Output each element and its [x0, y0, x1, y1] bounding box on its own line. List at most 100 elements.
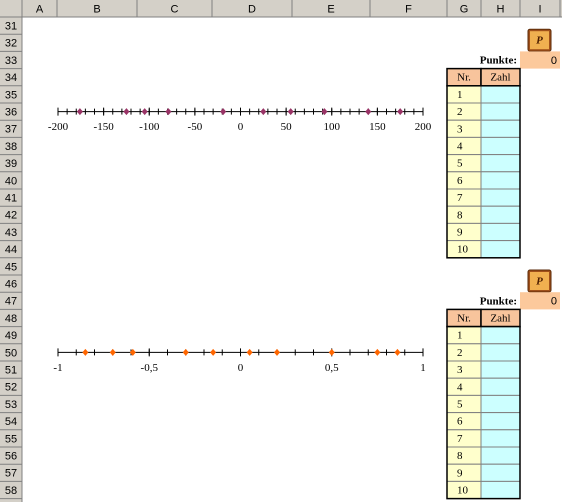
row-header: 33 [5, 55, 17, 67]
tick-label: 50 [281, 121, 293, 133]
row-header: 34 [5, 72, 17, 84]
row-number: 8 [457, 450, 463, 462]
number-cell [446, 119, 482, 138]
button-label: P [536, 276, 543, 288]
column-header: I [538, 3, 541, 15]
column-header-bar [0, 0, 562, 17]
answer-cell[interactable] [480, 326, 521, 345]
point [374, 348, 381, 356]
number-cell [446, 154, 482, 173]
column-header: F [405, 3, 412, 15]
point [397, 108, 404, 116]
column-header: H [497, 3, 505, 15]
tick-label: -50 [188, 121, 203, 133]
answer-cell[interactable] [480, 412, 521, 431]
row-header: 50 [5, 347, 17, 359]
table-header: Nr. [457, 313, 471, 325]
answer-cell[interactable] [480, 119, 521, 138]
row-header: 35 [5, 89, 17, 101]
answer-cell[interactable] [480, 360, 521, 379]
row-number: 1 [457, 330, 463, 342]
number-cell [446, 394, 482, 414]
button-face [530, 272, 549, 290]
point [76, 108, 83, 116]
point [141, 108, 148, 116]
tick-label: -200 [48, 121, 69, 133]
number-cell [446, 188, 482, 207]
answer-cell[interactable] [480, 171, 521, 190]
column-header: G [460, 3, 469, 15]
answer-cell[interactable] [480, 480, 521, 500]
answer-cell[interactable] [480, 240, 521, 259]
row-number: 2 [457, 106, 463, 118]
column-header: E [327, 3, 334, 15]
row-number: 1 [457, 89, 463, 101]
number-cell [446, 222, 482, 242]
tick-label: 150 [369, 121, 386, 133]
table-header: Zahl [490, 313, 510, 325]
row-header: 45 [5, 261, 17, 273]
row-header: 44 [5, 244, 17, 256]
row-number: 6 [457, 416, 463, 428]
row-number: 6 [457, 175, 463, 187]
number-cell [446, 171, 482, 190]
row-header: 58 [5, 485, 17, 497]
row-header: 39 [5, 158, 17, 170]
point [123, 108, 130, 116]
answer-cell[interactable] [480, 343, 521, 362]
tick-label: 0 [238, 362, 244, 374]
row-number: 4 [457, 381, 463, 393]
number-cell [446, 136, 482, 156]
answer-cell[interactable] [480, 205, 521, 224]
row-number: 9 [457, 467, 463, 479]
row-header: 55 [5, 433, 17, 445]
row-header: 38 [5, 141, 17, 153]
answer-cell[interactable] [480, 222, 521, 242]
point [210, 348, 217, 356]
row-header: 32 [5, 38, 17, 50]
score-value: 0 [551, 55, 557, 67]
tick-label: -150 [94, 121, 115, 133]
number-cell [446, 326, 482, 345]
number-cell [446, 102, 482, 121]
tick-label: 200 [415, 121, 432, 133]
answer-cell[interactable] [480, 102, 521, 121]
row-header: 54 [5, 416, 17, 428]
answer-cell[interactable] [480, 136, 521, 156]
row-number: 3 [457, 364, 463, 376]
row-number: 5 [457, 399, 463, 411]
column-header: D [248, 3, 256, 15]
row-number: 7 [457, 192, 463, 204]
answer-cell[interactable] [480, 394, 521, 414]
point [365, 108, 372, 116]
point [274, 348, 280, 356]
answer-cell[interactable] [480, 429, 521, 448]
answer-cell[interactable] [480, 85, 521, 104]
row-header: 56 [5, 451, 17, 463]
answer-cell[interactable] [480, 463, 521, 482]
row-header: 42 [5, 210, 17, 222]
number-cell [446, 205, 482, 224]
answer-cell[interactable] [480, 446, 521, 465]
row-header-bar [0, 0, 22, 502]
row-header: 36 [5, 107, 17, 119]
row-header: 31 [5, 21, 17, 33]
row-header: 51 [5, 365, 17, 377]
tick-label: 0,5 [325, 362, 339, 374]
score-label: Punkte: [480, 295, 517, 307]
answer-cell[interactable] [480, 154, 521, 173]
tick-label: 0 [238, 121, 244, 133]
column-header: C [171, 3, 179, 15]
number-cell [446, 412, 482, 431]
answer-cell[interactable] [480, 377, 521, 396]
point [82, 348, 89, 356]
tick-label: -0,5 [141, 362, 159, 374]
score-cell [520, 51, 560, 69]
tick-label: -1 [53, 362, 62, 374]
point [246, 348, 253, 356]
number-cell [446, 377, 482, 396]
row-header: 47 [5, 296, 17, 308]
answer-cell[interactable] [480, 188, 521, 207]
row-number: 9 [457, 227, 463, 239]
